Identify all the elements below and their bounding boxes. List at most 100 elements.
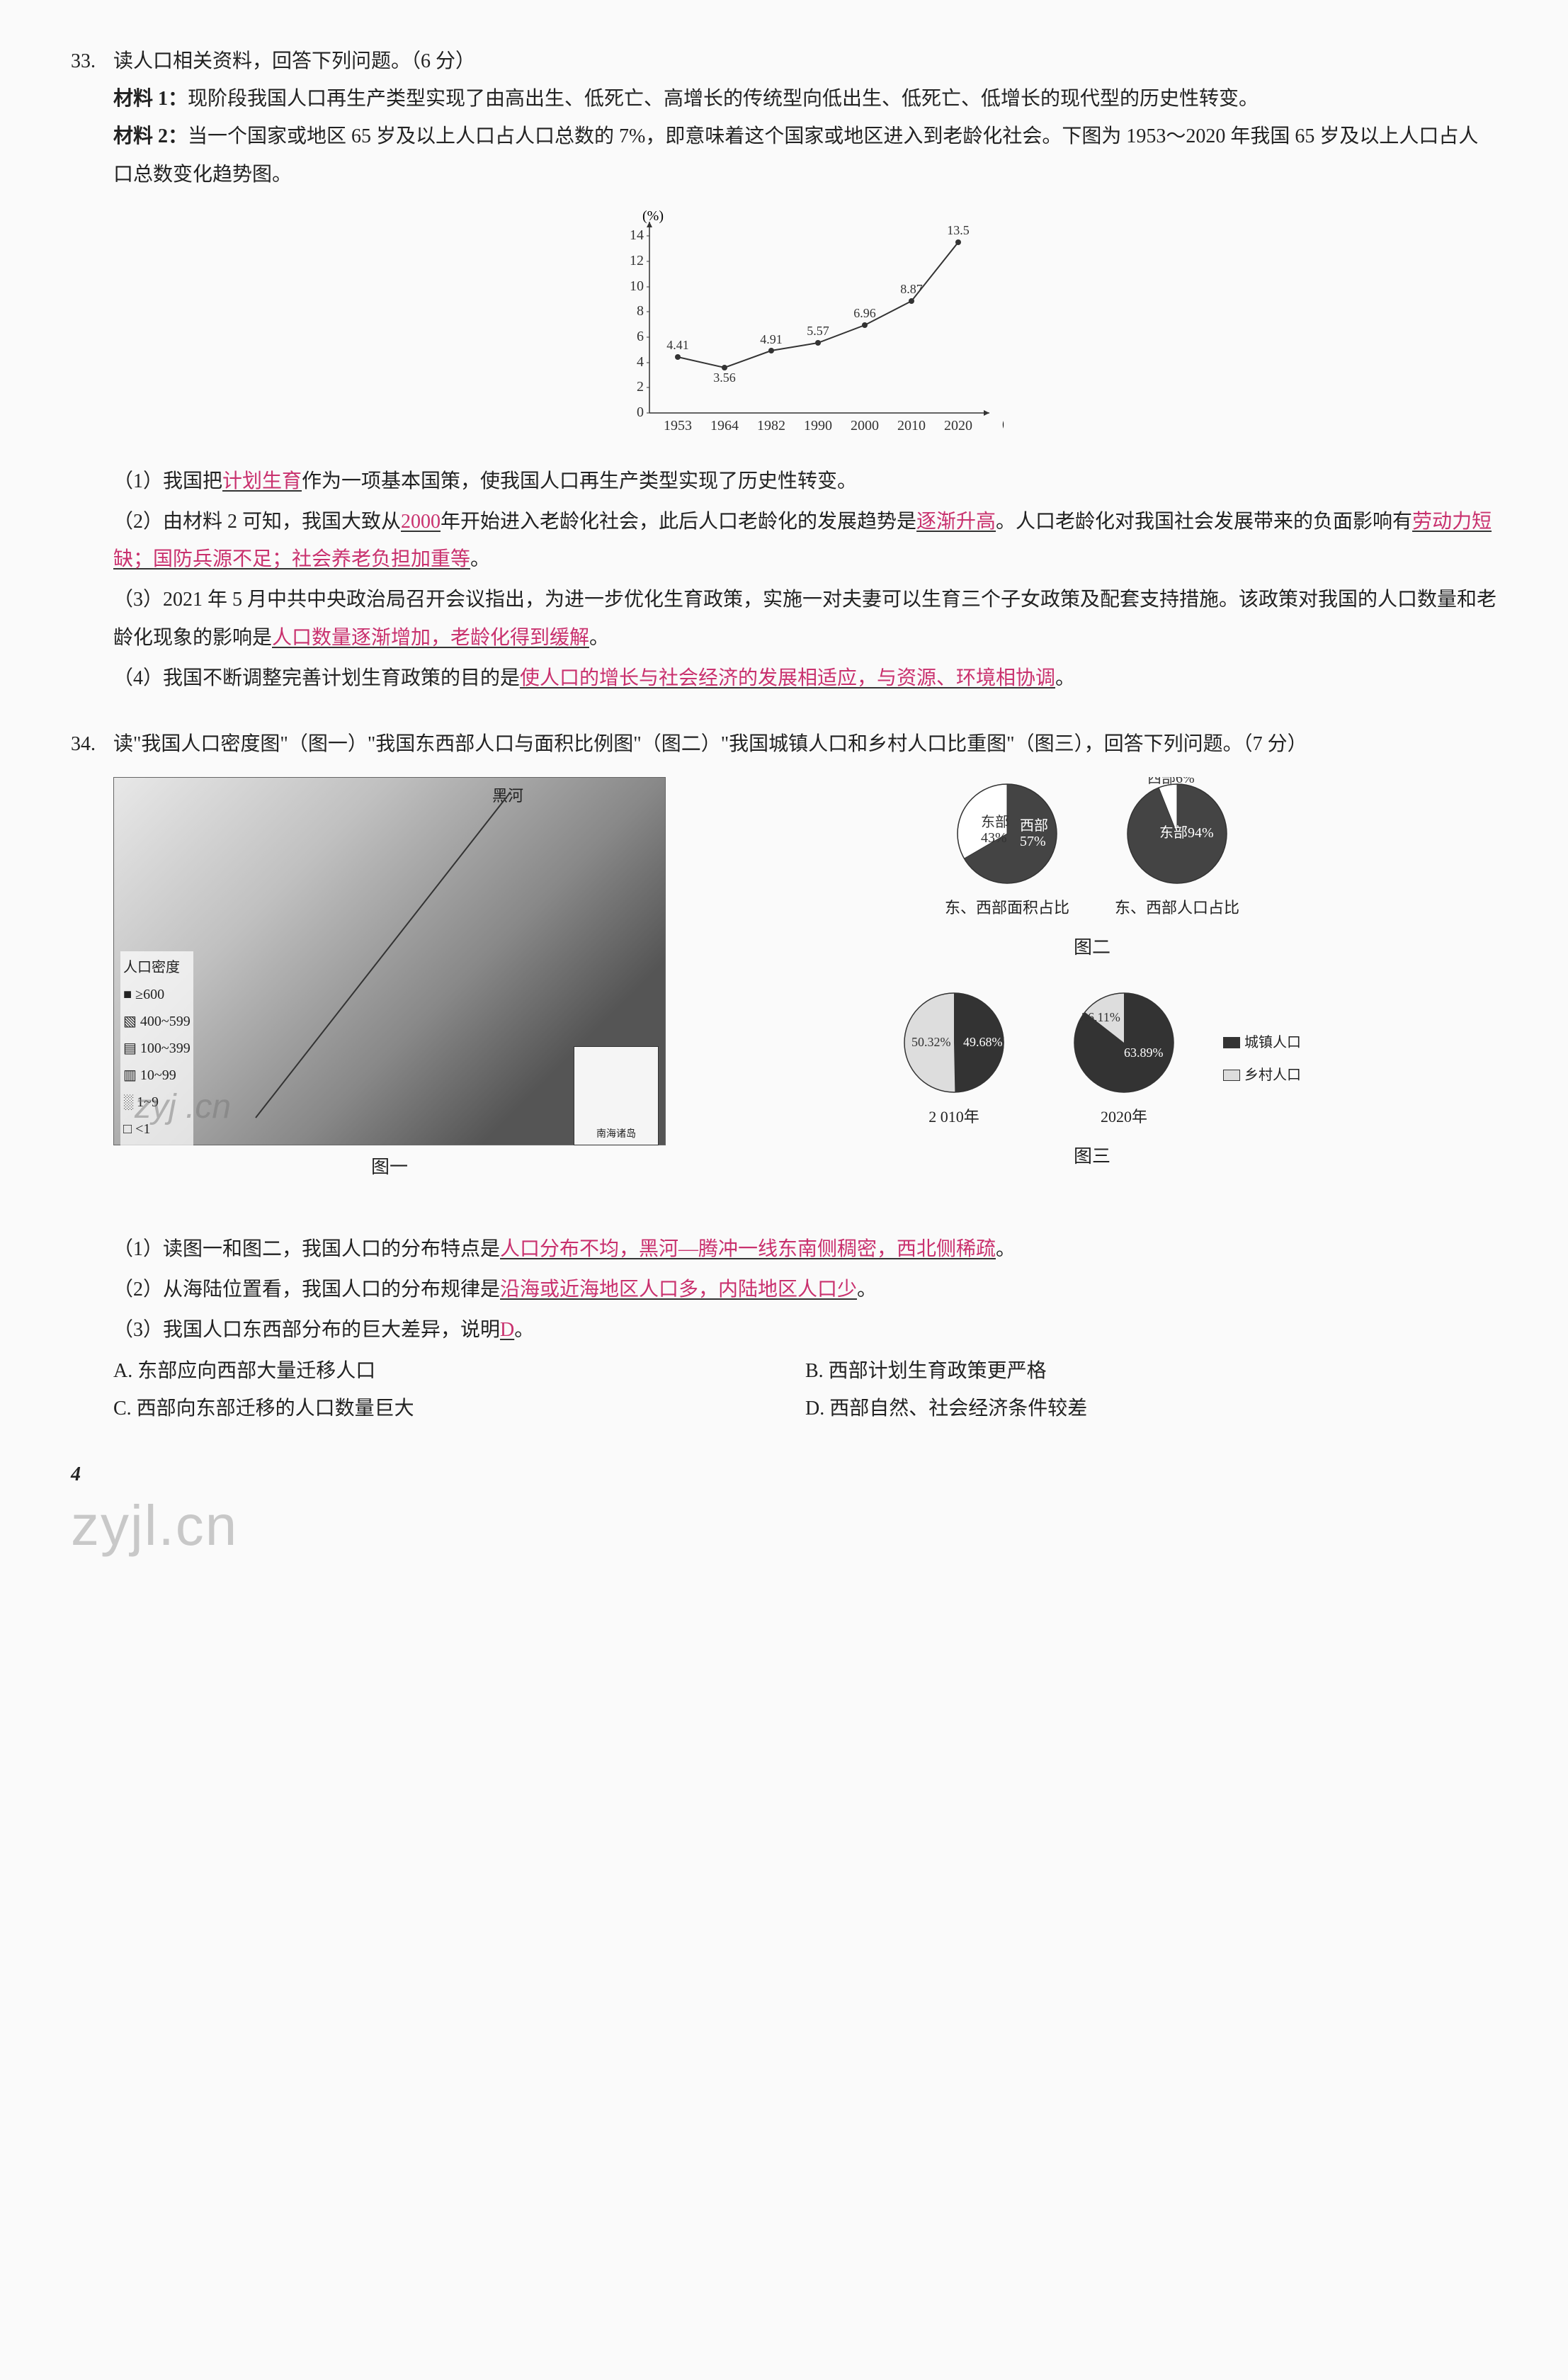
svg-text:西部6%: 西部6%	[1147, 777, 1195, 786]
q33-sub4: （4）我国不断调整完善计划生育政策的目的是使人口的增长与社会经济的发展相适应，与…	[113, 659, 1497, 697]
sub4-b: 。	[1055, 667, 1075, 689]
sub1-blank: 计划生育	[222, 470, 302, 492]
line-chart-aging: 0 2 4 6 8 10 12 14 (%) 1953 1964 1982	[113, 208, 1497, 448]
svg-text:5.57: 5.57	[807, 324, 829, 338]
q33-number: 33.	[71, 42, 113, 697]
pie2020-year: 2020年	[1053, 1102, 1195, 1132]
svg-text:12: 12	[630, 253, 644, 268]
q33-sub2: （2）由材料 2 可知，我国大致从2000年开始进入老龄化社会，此后人口老龄化的…	[113, 503, 1497, 578]
sub2-b: 年开始进入老龄化社会，此后人口老龄化的发展趋势是	[441, 511, 916, 533]
svg-text:2020: 2020	[944, 418, 972, 434]
svg-text:东部94%: 东部94%	[1159, 824, 1214, 841]
sub2-c: 。人口老龄化对我国社会发展带来的负面影响有	[996, 511, 1412, 533]
svg-text:东部: 东部	[981, 814, 1009, 830]
q34-sub3: （3）我国人口东西部分布的巨大差异，说明D。	[113, 1311, 1497, 1349]
option-b: B. 西部计划生育政策更严格	[805, 1352, 1497, 1390]
svg-text:3.56: 3.56	[713, 370, 736, 385]
fig2-caption: 图二	[687, 930, 1497, 965]
question-33: 33. 读人口相关资料，回答下列问题。（6 分） 材料 1：现阶段我国人口再生产…	[71, 42, 1497, 697]
sub2-d: 。	[470, 548, 490, 570]
pie-2020-block: 36.11% 63.89% 2020年	[1053, 986, 1195, 1132]
q34-sub2: （2）从海陆位置看，我国人口的分布规律是沿海或近海地区人口多，内陆地区人口少。	[113, 1271, 1497, 1308]
q34sub3-blank: D	[500, 1319, 514, 1341]
q33-prompt: 读人口相关资料，回答下列问题。（6 分）	[113, 42, 1497, 80]
pie-2010: 50.32% 49.68%	[883, 986, 1025, 1099]
q34sub1-a: （1）读图一和图二，我国人口的分布特点是	[113, 1238, 500, 1260]
svg-text:10: 10	[630, 278, 644, 294]
material2-label: 材料 2：	[113, 125, 188, 147]
q34-sub1: （1）读图一和图二，我国人口的分布特点是人口分布不均，黑河—腾冲一线东南侧稠密，…	[113, 1230, 1497, 1268]
material1-text: 现阶段我国人口再生产类型实现了由高出生、低死亡、高增长的传统型向低出生、低死亡、…	[188, 88, 1259, 110]
area-pie-block: 东部 43% 西部 57% 东、西部面积占比	[936, 777, 1078, 923]
line-chart-svg: 0 2 4 6 8 10 12 14 (%) 1953 1964 1982	[607, 208, 1004, 448]
option-d: D. 西部自然、社会经济条件较差	[805, 1390, 1497, 1427]
q33-material1: 材料 1：现阶段我国人口再生产类型实现了由高出生、低死亡、高增长的传统型向低出生…	[113, 80, 1497, 118]
q33-material2: 材料 2：当一个国家或地区 65 岁及以上人口占人口总数的 7%，即意味着这个国…	[113, 118, 1497, 193]
svg-text:6: 6	[637, 329, 644, 344]
x-unit: （年）	[993, 417, 1004, 434]
svg-text:4.41: 4.41	[666, 338, 689, 352]
svg-text:63.89%: 63.89%	[1124, 1046, 1164, 1060]
svg-text:西部: 西部	[1020, 817, 1048, 834]
q34sub1-b: 。	[996, 1238, 1016, 1260]
q34-number: 34.	[71, 725, 113, 1427]
q34-prompt: 读"我国人口密度图"（图一）"我国东西部人口与面积比例图"（图二）"我国城镇人口…	[113, 725, 1497, 763]
svg-text:2010: 2010	[897, 418, 926, 434]
svg-text:8: 8	[637, 303, 644, 319]
svg-text:1990: 1990	[804, 418, 832, 434]
svg-text:13.5: 13.5	[947, 223, 970, 237]
option-a: A. 东部应向西部大量迁移人口	[113, 1352, 805, 1390]
svg-text:1982: 1982	[757, 418, 785, 434]
pie2010-year: 2 010年	[883, 1102, 1025, 1132]
right-charts: 东部 43% 西部 57% 东、西部面积占比	[687, 777, 1497, 1174]
svg-text:4.91: 4.91	[760, 332, 783, 346]
q34sub2-b: 。	[857, 1279, 877, 1300]
q34sub3-a: （3）我国人口东西部分布的巨大差异，说明	[113, 1319, 500, 1341]
sub1-b: 作为一项基本国策，使我国人口再生产类型实现了历史性转变。	[302, 470, 857, 492]
svg-text:1964: 1964	[710, 418, 739, 434]
q34sub1-blank: 人口分布不均，黑河—腾冲一线东南侧稠密，西北侧稀疏	[500, 1238, 996, 1260]
q34-body: 读"我国人口密度图"（图一）"我国东西部人口与面积比例图"（图二）"我国城镇人口…	[113, 725, 1497, 1427]
svg-text:2: 2	[637, 379, 644, 395]
legend-row: ▧ 400~599	[123, 1008, 191, 1035]
sub4-blank: 使人口的增长与社会经济的发展相适应，与资源、环境相协调	[520, 667, 1055, 689]
svg-text:57%: 57%	[1020, 834, 1046, 849]
fig3-caption: 图三	[687, 1139, 1497, 1174]
q33-sub1: （1）我国把计划生育作为一项基本国策，使我国人口再生产类型实现了历史性转变。	[113, 463, 1497, 500]
svg-text:1953: 1953	[664, 418, 692, 434]
svg-text:14: 14	[630, 227, 644, 243]
q34sub3-b: 。	[514, 1319, 534, 1341]
svg-text:4: 4	[637, 354, 644, 370]
q34sub2-blank: 沿海或近海地区人口多，内陆地区人口少	[500, 1279, 857, 1300]
fig3-row: 50.32% 49.68% 2 010年 36.11% 63.	[687, 986, 1497, 1132]
question-34: 34. 读"我国人口密度图"（图一）"我国东西部人口与面积比例图"（图二）"我国…	[71, 725, 1497, 1427]
pie-2010-block: 50.32% 49.68% 2 010年	[883, 986, 1025, 1132]
svg-text:49.68%: 49.68%	[963, 1035, 1003, 1049]
q34-options: A. 东部应向西部大量迁移人口 B. 西部计划生育政策更严格 C. 西部向东部迁…	[113, 1352, 1497, 1427]
option-c: C. 西部向东部迁移的人口数量巨大	[113, 1390, 805, 1427]
pop-pie: 西部6% 东部94%	[1106, 777, 1248, 890]
map-watermark: zyj .cn	[135, 1075, 231, 1139]
legend-title: 人口密度	[123, 954, 191, 981]
pop-pie-caption: 东、西部人口占比	[1106, 893, 1248, 923]
sub1-a: （1）我国把	[113, 470, 222, 492]
svg-text:0: 0	[637, 404, 644, 420]
y-unit: (%)	[642, 208, 664, 224]
sub2-a: （2）由材料 2 可知，我国大致从	[113, 511, 401, 533]
area-pie-caption: 东、西部面积占比	[936, 893, 1078, 923]
q33-body: 读人口相关资料，回答下列问题。（6 分） 材料 1：现阶段我国人口再生产类型实现…	[113, 42, 1497, 697]
sub2-blank2: 逐渐升高	[916, 511, 996, 533]
bottom-watermark: zyjl.cn	[71, 1472, 1497, 1580]
legend-row: ■ ≥600	[123, 981, 191, 1008]
legend-urban: 城镇人口	[1223, 1029, 1301, 1056]
sub3-b: 。	[589, 627, 609, 649]
fig3-legend: 城镇人口 乡村人口	[1223, 1029, 1301, 1089]
svg-text:2000: 2000	[851, 418, 879, 434]
figures-row: 黑河 人口密度 ■ ≥600 ▧ 400~599 ▤ 100~399 ▥ 10~…	[113, 777, 1497, 1216]
material2-text: 当一个国家或地区 65 岁及以上人口占人口总数的 7%，即意味着这个国家或地区进…	[113, 125, 1478, 185]
q34sub2-a: （2）从海陆位置看，我国人口的分布规律是	[113, 1279, 500, 1300]
fig1-caption: 图一	[113, 1150, 666, 1184]
pie-2020: 36.11% 63.89%	[1053, 986, 1195, 1099]
svg-text:50.32%: 50.32%	[911, 1035, 951, 1049]
fig2-row: 东部 43% 西部 57% 东、西部面积占比	[687, 777, 1497, 923]
